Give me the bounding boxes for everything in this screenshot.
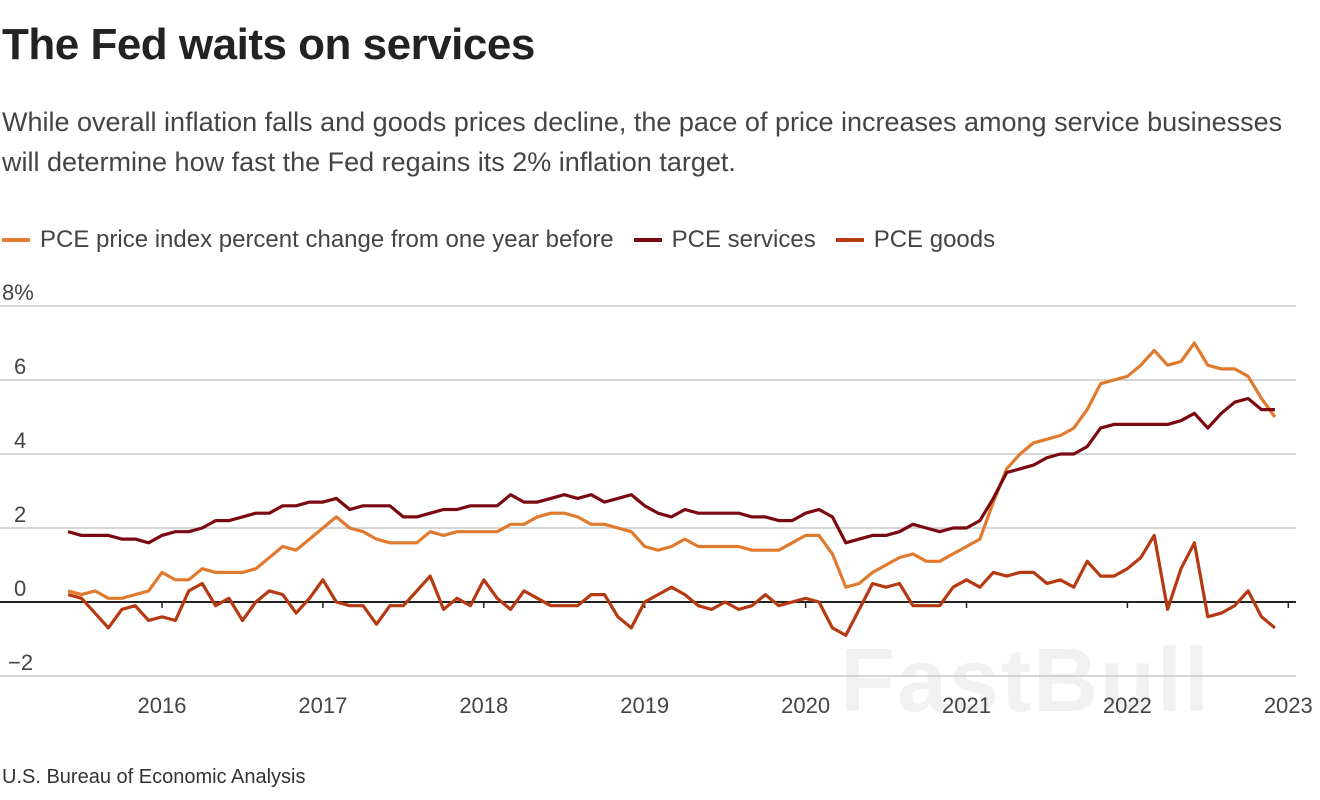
chart-title: The Fed waits on services xyxy=(2,20,535,69)
x-tick-label: 2020 xyxy=(781,693,830,718)
chart-subtitle: While overall inflation falls and goods … xyxy=(2,107,1283,177)
legend-swatch xyxy=(835,238,864,242)
y-tick-label: −2 xyxy=(8,650,33,675)
legend-item-services: PCE services xyxy=(633,226,816,254)
legend-label: PCE goods xyxy=(873,226,996,253)
x-tick-label: 2023 xyxy=(1264,693,1313,718)
series-line-goods xyxy=(67,533,1276,637)
y-tick-label: 0 xyxy=(14,576,26,601)
x-tick-label: 2019 xyxy=(620,693,669,718)
source-note: U.S. Bureau of Economic Analysis xyxy=(2,766,306,788)
series-line-overall xyxy=(67,341,1277,600)
y-tick-label: 8% xyxy=(2,280,34,305)
legend-item-goods: PCE goods xyxy=(835,226,996,254)
legend: PCE price index percent change from one … xyxy=(2,226,995,254)
legend-item-overall: PCE price index percent change from one … xyxy=(2,226,614,254)
legend-label: PCE price index percent change from one … xyxy=(40,226,614,253)
x-tick-label: 2022 xyxy=(1103,693,1152,718)
x-tick-label: 2017 xyxy=(298,693,347,718)
y-tick-label: 6 xyxy=(14,354,26,379)
y-tick-label: 2 xyxy=(14,502,26,527)
legend-label: PCE services xyxy=(671,226,816,253)
series-line-services xyxy=(67,396,1275,545)
x-tick-label: 2021 xyxy=(942,693,991,718)
y-tick-label: 4 xyxy=(14,428,26,453)
x-tick-label: 2018 xyxy=(459,693,508,718)
legend-swatch xyxy=(2,238,30,242)
legend-swatch xyxy=(633,238,662,242)
x-tick-label: 2016 xyxy=(138,693,187,718)
watermark: FastBull xyxy=(840,631,1212,731)
